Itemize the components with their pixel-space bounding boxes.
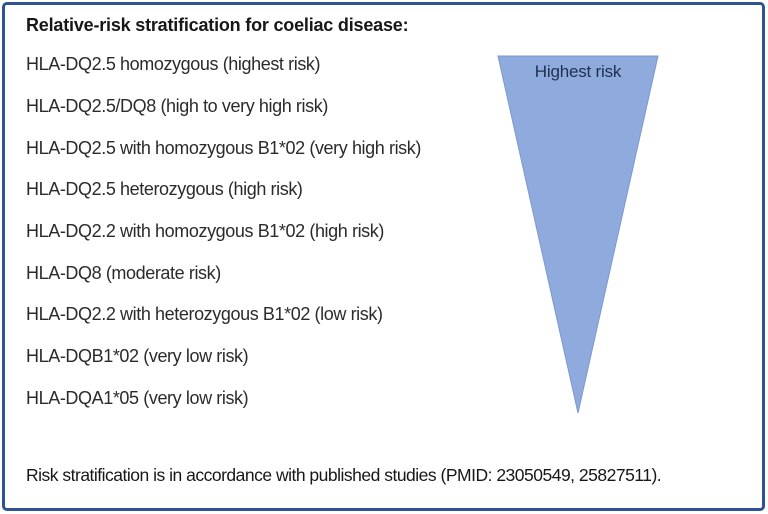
risk-item: HLA-DQ2.5 homozygous (highest risk) [26, 54, 321, 75]
risk-item: HLA-DQ2.2 with homozygous B1*02 (high ri… [26, 221, 384, 242]
footer-note: Risk stratification is in accordance wit… [26, 465, 662, 485]
risk-item: HLA-DQ2.5 heterozygous (high risk) [26, 179, 303, 200]
risk-item: HLA-DQ2.5/DQ8 (high to very high risk) [26, 96, 328, 117]
risk-item: HLA-DQB1*02 (very low risk) [26, 346, 249, 367]
risk-item: HLA-DQ8 (moderate risk) [26, 262, 221, 283]
risk-item: HLA-DQA1*05 (very low risk) [26, 387, 249, 408]
figure-title: Relative-risk stratification for coeliac… [26, 15, 409, 35]
funnel-triangle [497, 55, 659, 414]
funnel-label: Highest risk [534, 62, 622, 81]
risk-item: HLA-DQ2.5 with homozygous B1*02 (very hi… [26, 137, 421, 158]
risk-list: HLA-DQ2.5 homozygous (highest risk) HLA-… [26, 44, 421, 419]
risk-item: HLA-DQ2.2 with heterozygous B1*02 (low r… [26, 304, 383, 325]
